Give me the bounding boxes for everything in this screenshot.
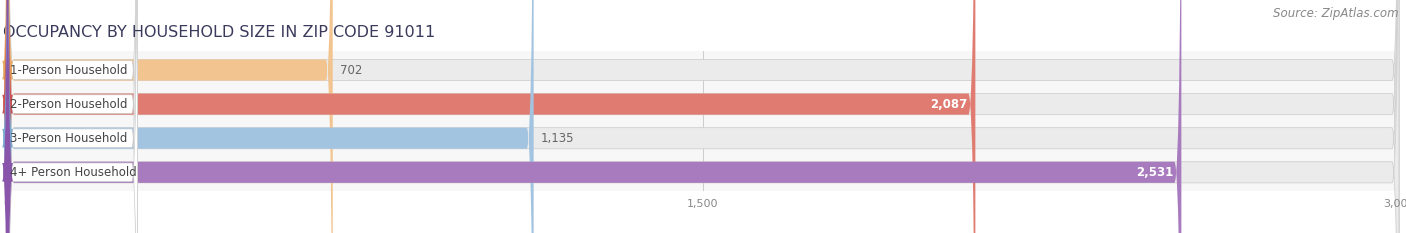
Text: 2,531: 2,531	[1136, 166, 1173, 179]
FancyBboxPatch shape	[7, 0, 1399, 233]
FancyBboxPatch shape	[7, 0, 138, 233]
FancyBboxPatch shape	[7, 0, 534, 233]
Text: 1-Person Household: 1-Person Household	[10, 64, 128, 76]
Text: 3-Person Household: 3-Person Household	[10, 132, 128, 145]
FancyBboxPatch shape	[7, 0, 138, 233]
FancyBboxPatch shape	[7, 0, 1399, 233]
Text: 702: 702	[340, 64, 363, 76]
Text: 2-Person Household: 2-Person Household	[10, 98, 128, 111]
FancyBboxPatch shape	[1, 0, 13, 233]
Text: OCCUPANCY BY HOUSEHOLD SIZE IN ZIP CODE 91011: OCCUPANCY BY HOUSEHOLD SIZE IN ZIP CODE …	[3, 25, 434, 40]
FancyBboxPatch shape	[1, 0, 13, 233]
FancyBboxPatch shape	[7, 0, 333, 233]
Text: Source: ZipAtlas.com: Source: ZipAtlas.com	[1274, 7, 1399, 20]
FancyBboxPatch shape	[7, 0, 138, 233]
FancyBboxPatch shape	[7, 0, 1399, 233]
Text: 2,087: 2,087	[929, 98, 967, 111]
Text: 4+ Person Household: 4+ Person Household	[10, 166, 138, 179]
FancyBboxPatch shape	[1, 0, 13, 233]
FancyBboxPatch shape	[7, 0, 138, 233]
FancyBboxPatch shape	[1, 0, 13, 233]
FancyBboxPatch shape	[7, 0, 976, 233]
FancyBboxPatch shape	[7, 0, 1399, 233]
Text: 1,135: 1,135	[540, 132, 574, 145]
FancyBboxPatch shape	[7, 0, 1181, 233]
